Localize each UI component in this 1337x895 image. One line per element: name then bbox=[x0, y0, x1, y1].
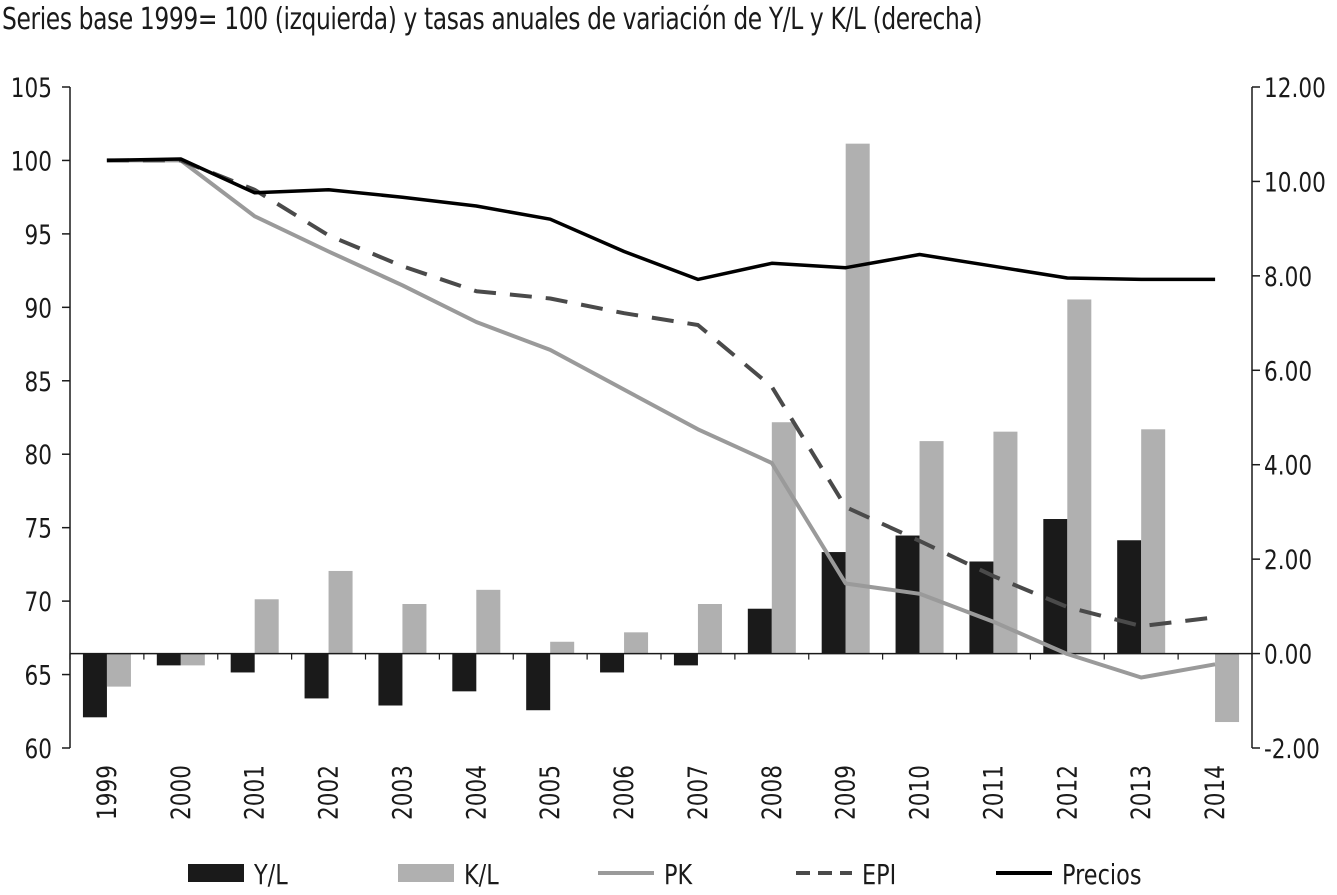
bar-yl-2012 bbox=[1043, 519, 1068, 654]
bar-yl-2009 bbox=[821, 552, 846, 654]
right-tick-label: 6.00 bbox=[1264, 355, 1312, 387]
left-tick-label: 80 bbox=[25, 439, 52, 471]
left-tick-label: 100 bbox=[11, 145, 52, 177]
x-tick-label: 2013 bbox=[1125, 765, 1157, 820]
legend-swatch-kl bbox=[398, 864, 454, 882]
bar-yl-2006 bbox=[600, 653, 625, 673]
bar-yl-2000 bbox=[156, 653, 181, 666]
bar-yl-2013 bbox=[1117, 540, 1142, 654]
x-tick-label: 2009 bbox=[829, 765, 861, 820]
x-tick-label: 2003 bbox=[386, 765, 418, 820]
bar-yl-1999 bbox=[82, 653, 107, 718]
right-tick-label: 0.00 bbox=[1264, 638, 1312, 670]
bar-kl-2013 bbox=[1141, 429, 1166, 654]
left-tick-label: 90 bbox=[25, 292, 52, 324]
right-tick-label: 2.00 bbox=[1264, 544, 1312, 576]
bar-kl-2011 bbox=[993, 431, 1018, 654]
line-epi bbox=[106, 158, 1216, 629]
bar-kl-2012 bbox=[1067, 299, 1092, 654]
legend-label-kl: K/L bbox=[464, 857, 499, 890]
left-tick-label: 75 bbox=[25, 512, 52, 544]
x-tick-label: 2012 bbox=[1051, 765, 1083, 820]
x-tick-label: 1999 bbox=[91, 765, 123, 820]
bar-yl-2003 bbox=[378, 653, 403, 706]
chart-title: Series base 1999= 100 (izquierda) y tasa… bbox=[2, 2, 983, 37]
bar-yl-2007 bbox=[673, 653, 698, 666]
left-tick-label: 105 bbox=[11, 72, 52, 104]
bar-yl-2011 bbox=[969, 561, 994, 654]
line-pk bbox=[106, 158, 1216, 680]
bar-yl-2001 bbox=[230, 653, 255, 673]
left-tick-label: 60 bbox=[25, 733, 52, 765]
left-tick-label: 95 bbox=[25, 218, 52, 250]
bar-kl-2009 bbox=[845, 143, 870, 654]
line-precios bbox=[106, 157, 1216, 282]
x-tick-label: 2006 bbox=[608, 765, 640, 820]
bar-kl-2014 bbox=[1215, 653, 1240, 723]
legend-label-pk: PK bbox=[664, 857, 693, 890]
x-tick-label: 2010 bbox=[903, 765, 935, 820]
bar-kl-2003 bbox=[402, 603, 427, 654]
x-tick-label: 2001 bbox=[238, 765, 270, 820]
bar-kl-2005 bbox=[550, 641, 575, 654]
left-tick-label: 70 bbox=[25, 586, 52, 618]
bar-kl-2007 bbox=[697, 603, 722, 654]
bar-yl-2004 bbox=[452, 653, 477, 692]
x-tick-label: 2008 bbox=[755, 765, 787, 820]
x-tick-label: 2005 bbox=[534, 765, 566, 820]
legend-label-precios: Precios bbox=[1062, 857, 1141, 890]
right-tick-label: 4.00 bbox=[1264, 449, 1312, 481]
left-tick-label: 65 bbox=[25, 659, 52, 691]
right-tick-label: 12.00 bbox=[1264, 72, 1326, 104]
bar-kl-2000 bbox=[180, 653, 205, 666]
x-tick-label: 2004 bbox=[460, 765, 492, 820]
x-tick-label: 2014 bbox=[1199, 765, 1231, 820]
right-tick-label: -2.00 bbox=[1264, 733, 1320, 765]
x-tick-label: 2002 bbox=[312, 765, 344, 820]
legend-swatch-yl bbox=[188, 864, 244, 882]
bar-kl-2006 bbox=[624, 632, 649, 654]
right-tick-label: 8.00 bbox=[1264, 260, 1312, 292]
bar-yl-2008 bbox=[747, 608, 772, 654]
bar-kl-1999 bbox=[106, 653, 131, 687]
x-tick-label: 2011 bbox=[977, 765, 1009, 820]
left-tick-label: 85 bbox=[25, 365, 52, 397]
x-tick-label: 2000 bbox=[164, 765, 196, 820]
bar-kl-2002 bbox=[328, 570, 353, 654]
legend-label-epi: EPI bbox=[862, 857, 896, 890]
bar-kl-2004 bbox=[476, 589, 501, 654]
bar-yl-2002 bbox=[304, 653, 329, 699]
bar-yl-2005 bbox=[526, 653, 551, 711]
bar-kl-2001 bbox=[254, 599, 279, 654]
x-tick-label: 2007 bbox=[682, 765, 714, 820]
legend-label-yl: Y/L bbox=[253, 857, 288, 890]
right-tick-label: 10.00 bbox=[1264, 166, 1326, 198]
bar-kl-2008 bbox=[771, 422, 796, 654]
